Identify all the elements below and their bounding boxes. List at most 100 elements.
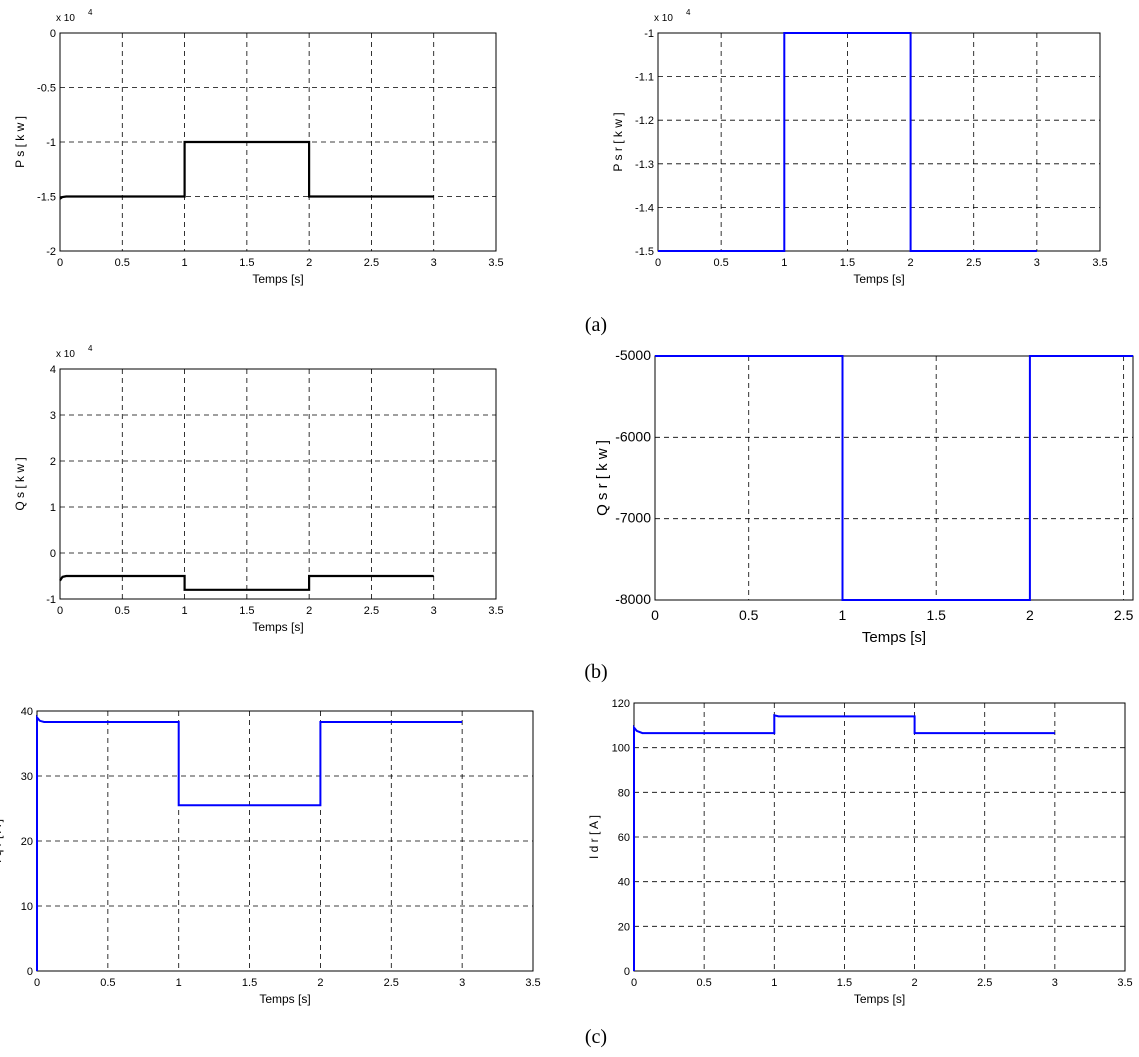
- axes-frame: [59, 32, 497, 252]
- y-tick-label: 100: [612, 743, 630, 755]
- y-axis-label: P s [ k w ]: [13, 116, 27, 168]
- y-tick-label: 0: [27, 966, 33, 978]
- y-tick-label: 20: [618, 921, 630, 933]
- x-tick-label: 0.5: [696, 977, 711, 989]
- x-tick-label: 3: [459, 977, 465, 989]
- y-tick-label: -2: [46, 246, 56, 258]
- chart-iqr: 0 0.5 1 1.5 2 2.5 3 3.5 40 30 20 10 0 Temps [s] I q r …: [0, 706, 541, 1006]
- exponent-label: x 10: [56, 13, 75, 24]
- x-tick-label: 1: [182, 257, 188, 269]
- x-tick-label: 1.5: [840, 257, 855, 269]
- y-tick-label: -1.2: [635, 115, 654, 127]
- x-axis-label: Temps [s]: [252, 620, 303, 634]
- x-tick-label: 1.5: [837, 977, 852, 989]
- series-line-iqr: [36, 714, 463, 971]
- axes-frame: [657, 32, 1101, 252]
- x-tick-label: 0: [34, 977, 40, 989]
- x-tick-label: 2: [306, 257, 312, 269]
- chart-idr: 0 0.5 1 1.5 2 2.5 3 3.5 120 100 80 60 40 20 0 Temps [s]…: [587, 698, 1133, 1006]
- y-tick-label: 0: [50, 28, 56, 40]
- x-tick-label: 0: [655, 257, 661, 269]
- exponent-power: 4: [88, 344, 93, 353]
- x-tick-label: 2.5: [364, 605, 379, 617]
- x-tick-label: 3: [1034, 257, 1040, 269]
- y-tick-label: -1.5: [635, 246, 654, 258]
- x-tick-label: 1: [781, 257, 787, 269]
- y-tick-label: 1: [50, 502, 56, 514]
- y-tick-label: 0: [50, 548, 56, 560]
- y-axis-label: Q s [ k w ]: [13, 457, 27, 510]
- x-tick-label: 1: [771, 977, 777, 989]
- y-tick-label: -1: [644, 28, 654, 40]
- y-tick-label: 4: [50, 364, 56, 376]
- x-tick-label: 3.5: [488, 257, 503, 269]
- x-tick-label: 1.5: [242, 977, 257, 989]
- y-tick-label: -5000: [615, 347, 651, 363]
- x-tick-label: 0: [651, 607, 659, 623]
- x-tick-label: 0.5: [739, 607, 759, 623]
- x-tick-label: 1.5: [239, 605, 254, 617]
- series-line-qs: [59, 574, 434, 591]
- x-axis-label: Temps [s]: [854, 992, 905, 1006]
- y-tick-label: 60: [618, 832, 630, 844]
- chart-qsr: 0 0.5 1 1.5 2 2.5 -5000 -6000 -7000 -8000 Temps [s…: [594, 347, 1134, 646]
- plots-layer: 0 0.5 1 1.5 2 2.5 3 3.5 0 -0.5 -1 -1.5 -2 Temps [s] P …: [0, 8, 1134, 1006]
- y-tick-label: -1.1: [635, 72, 654, 84]
- x-tick-label: 3.5: [488, 605, 503, 617]
- x-tick-label: 3: [1052, 977, 1058, 989]
- y-tick-label: 30: [21, 771, 33, 783]
- y-tick-label: 0: [624, 966, 630, 978]
- x-tick-label: 2.5: [364, 257, 379, 269]
- axes-frame: [654, 355, 1134, 601]
- y-tick-label: -8000: [615, 591, 651, 607]
- x-tick-label: 0: [57, 257, 63, 269]
- x-tick-label: 2: [908, 257, 914, 269]
- x-axis-label: Temps [s]: [259, 992, 310, 1006]
- x-tick-label: 3: [431, 605, 437, 617]
- y-axis-label: P s r [ k w ]: [611, 112, 625, 171]
- x-tick-label: 2.5: [977, 977, 992, 989]
- y-tick-label: 3: [50, 410, 56, 422]
- x-tick-label: 3: [431, 257, 437, 269]
- x-tick-label: 1.5: [926, 607, 946, 623]
- caption-a: (a): [585, 314, 607, 336]
- x-tick-label: 1.5: [239, 257, 254, 269]
- x-tick-label: 0.5: [115, 605, 130, 617]
- chart-ps: 0 0.5 1 1.5 2 2.5 3 3.5 0 -0.5 -1 -1.5 -2 Temps [s] P …: [13, 8, 504, 286]
- x-tick-label: 2.5: [384, 977, 399, 989]
- x-tick-label: 2: [912, 977, 918, 989]
- y-tick-label: 2: [50, 456, 56, 468]
- chart-psr: 0 0.5 1 1.5 2 2.5 3 3.5 -1 -1.1 -1.2 -1.3 -1.4 -1.5 Te…: [611, 8, 1108, 286]
- x-tick-label: 2.5: [1114, 607, 1134, 623]
- x-tick-label: 0.5: [713, 257, 728, 269]
- series-line-qsr: [655, 355, 1133, 601]
- x-tick-label: 1: [176, 977, 182, 989]
- x-axis-label: Temps [s]: [853, 272, 904, 286]
- exponent-label: x 10: [56, 349, 75, 360]
- x-tick-label: 2.5: [966, 257, 981, 269]
- exponent-label: x 10: [654, 13, 673, 24]
- x-tick-label: 2: [1026, 607, 1034, 623]
- y-tick-label: -7000: [615, 510, 651, 526]
- x-tick-label: 2: [317, 977, 323, 989]
- x-axis-label: Temps [s]: [862, 629, 926, 646]
- series-line-psr: [658, 32, 1037, 252]
- x-tick-label: 2: [306, 605, 312, 617]
- caption-b: (b): [584, 661, 607, 683]
- y-tick-label: -1: [46, 137, 56, 149]
- y-tick-label: -1.3: [635, 159, 654, 171]
- y-tick-label: 20: [21, 836, 33, 848]
- x-tick-label: 3.5: [525, 977, 540, 989]
- y-tick-label: -1.4: [635, 202, 654, 214]
- y-tick-label: 40: [21, 706, 33, 718]
- caption-c: (c): [585, 1026, 607, 1048]
- x-tick-label: 0.5: [115, 257, 130, 269]
- y-tick-label: 120: [612, 698, 630, 710]
- y-tick-label: 40: [618, 877, 630, 889]
- y-tick-label: -6000: [615, 428, 651, 444]
- exponent-power: 4: [88, 8, 93, 17]
- series-line-idr: [633, 714, 1055, 971]
- y-tick-label: -0.5: [37, 83, 56, 95]
